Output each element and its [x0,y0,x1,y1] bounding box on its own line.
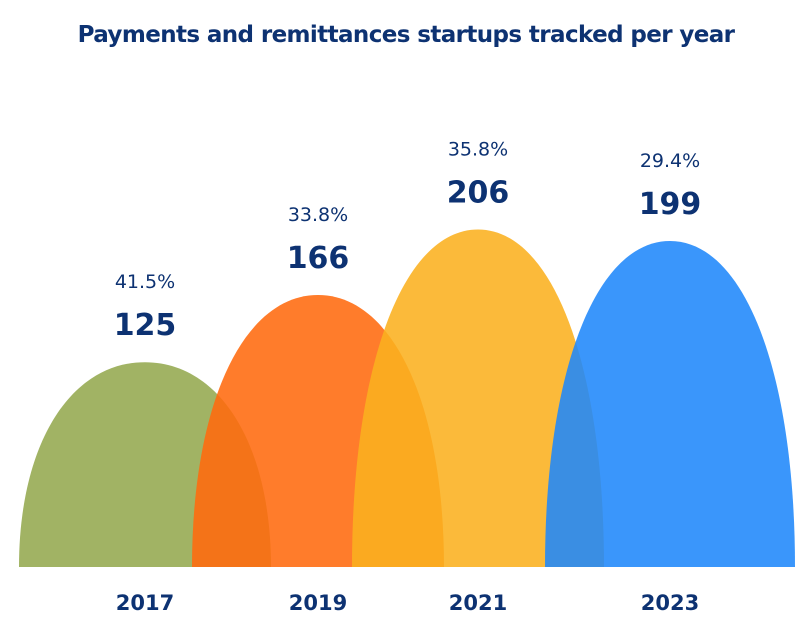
value-label-2023: 199 [639,187,702,222]
labels-layer: 41.5% 125 2017 33.8% 166 2019 35.8% 206 2021 29.4… [114,138,702,615]
percent-label-2023: 29.4% [640,150,700,172]
hump-2023 [545,240,795,567]
hump-2021 [352,229,604,567]
humps-layer [19,229,795,567]
year-label-2021: 2021 [449,591,507,615]
chart-title: Payments and remittances startups tracke… [77,22,735,48]
value-label-2019: 166 [287,241,350,276]
percent-label-2021: 35.8% [448,138,508,160]
year-label-2017: 2017 [116,591,174,615]
percent-label-2019: 33.8% [288,204,348,226]
percent-label-2017: 41.5% [115,271,175,293]
value-label-2021: 206 [447,175,510,210]
year-label-2023: 2023 [641,591,699,615]
value-label-2017: 125 [114,308,177,343]
year-label-2019: 2019 [289,591,347,615]
